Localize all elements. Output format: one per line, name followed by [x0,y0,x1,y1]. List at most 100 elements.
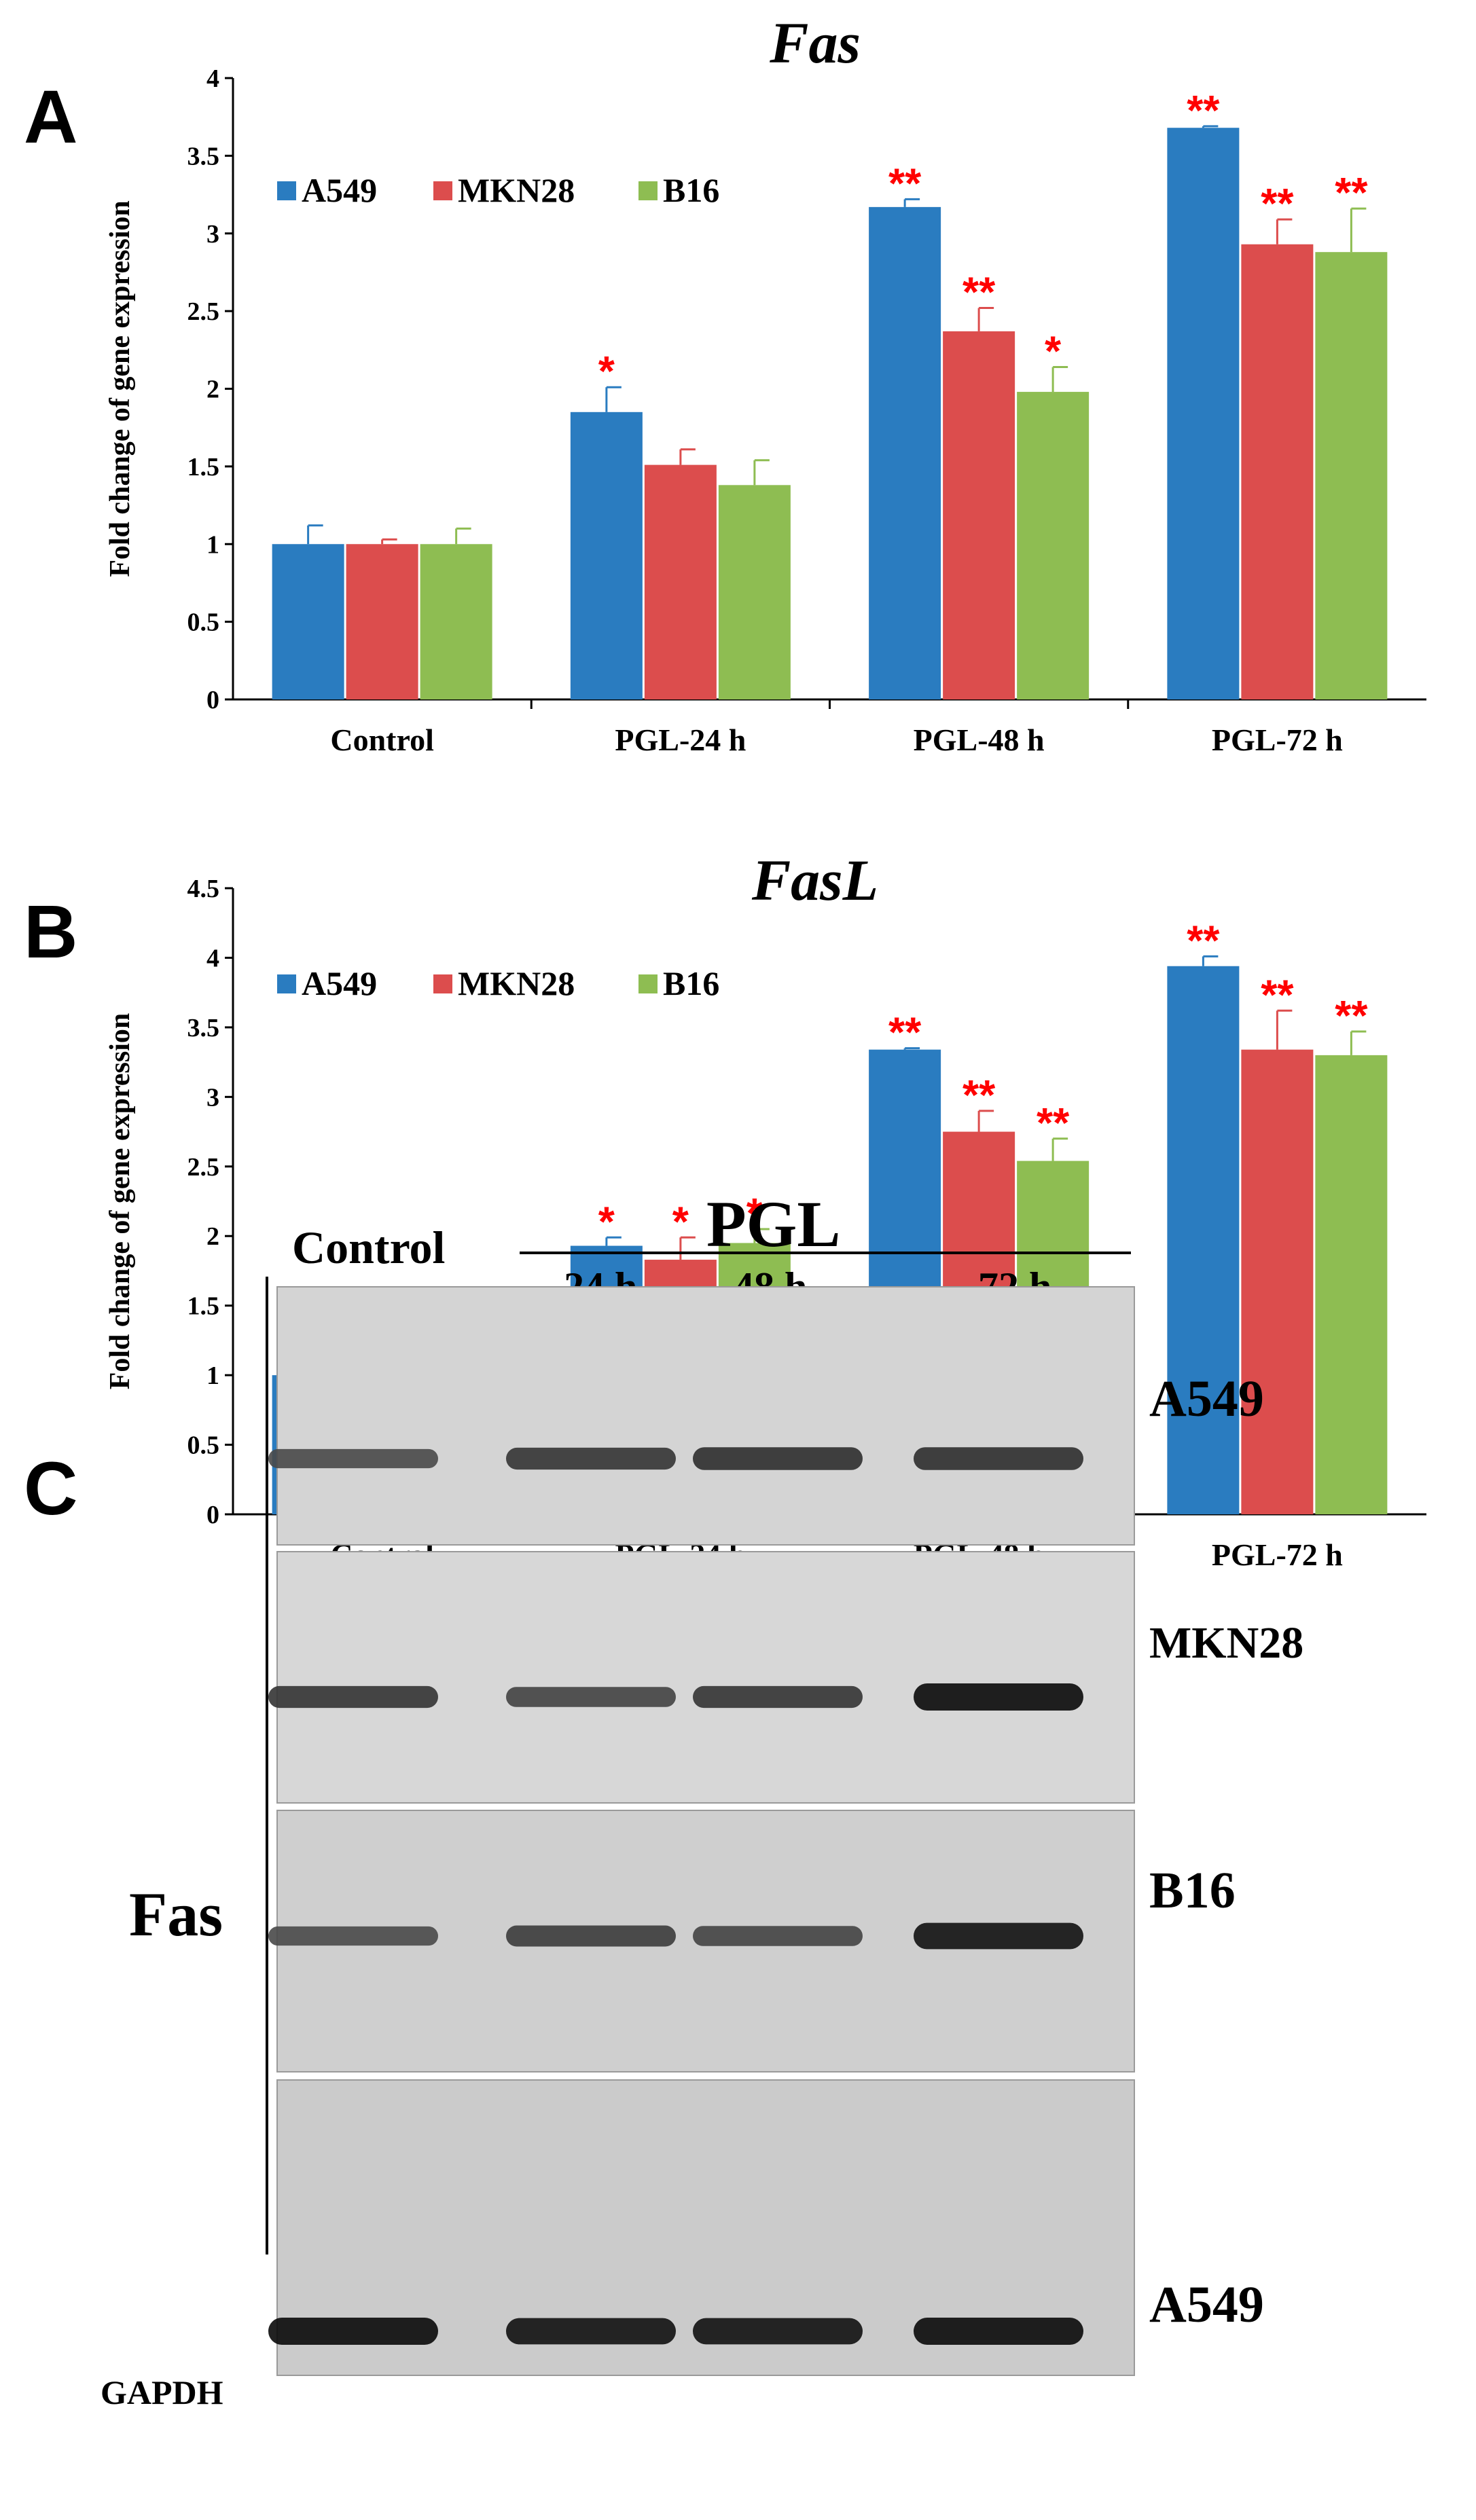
charta-bar-a549-3 [1167,128,1240,699]
charta-bar-b16-2 [1017,392,1090,699]
blot-strip-1 [276,1551,1135,1804]
charta-legend-swatch-mkn28 [433,181,452,200]
blot-band-1-lane-0 [268,1685,438,1709]
charta-significance-marker: ** [1261,181,1294,227]
chartb-legend-label-mkn28: MKN28 [458,964,575,1002]
chartb-y-tick-label: 2.5 [187,1153,220,1182]
blot-loading-label: GAPDH [101,2373,223,2411]
charta-x-tick-label: PGL-48 h [914,723,1045,757]
chartb-bar-a549-3 [1167,966,1240,1514]
chartb-significance-marker: ** [962,1072,996,1119]
charta-title: Fas [769,10,861,75]
chartb-significance-marker: * [672,1199,689,1245]
chartb-bar-b16-3 [1315,1055,1388,1514]
blot-cell-line-label-3: A549 [1149,2276,1264,2333]
charta-significance-marker: * [1045,328,1062,375]
chartb-significance-marker: ** [1187,917,1220,964]
charta-y-tick-label: 0.5 [187,608,220,637]
blot-protein-label: Fas [129,1880,223,1949]
chartb-significance-marker: ** [888,1010,922,1057]
blot-control-label: Control [292,1222,445,1273]
charta-y-tick-label: 1 [206,530,219,559]
chartb-y-tick-label: 3.5 [187,1014,220,1042]
charta-significance-marker: ** [1187,88,1220,134]
charta-y-tick-label: 4 [206,65,219,93]
blot-band-3-lane-3 [914,2318,1083,2345]
charta-y-tick-label: 1.5 [187,453,220,481]
chartb-y-tick-label: 0 [206,1501,219,1529]
panel-a-letter: A [24,75,77,159]
blot-band-3-lane-2 [693,2318,863,2345]
chartb-bar-mkn28-3 [1241,1049,1314,1514]
charta-legend-label-mkn28: MKN28 [458,171,575,209]
blot-treatment-label: PGL [706,1188,840,1260]
chartb-significance-marker: ** [1335,993,1368,1040]
blot-band-3-lane-1 [506,2318,676,2345]
chartb-y-tick-label: 1.5 [187,1292,220,1321]
charta-bar-mkn28-1 [644,464,717,699]
chartb-y-tick-label: 3 [206,1083,219,1112]
blot-strips: A549 MKN28 B16 A549 [268,1286,1303,2376]
charta-x-tick-label: Control [330,723,434,757]
chartb-legend-swatch-a549 [277,974,296,993]
charta-bar-mkn28-3 [1241,244,1314,699]
blot-band-2-lane-1 [506,1925,676,1947]
charta-y-tick-label: 2 [206,376,219,404]
charta-legend-swatch-a549 [277,181,296,200]
charta-bar-a549-0 [272,544,344,699]
blot-band-1-lane-1 [506,1687,676,1707]
charta-bar-mkn28-0 [346,544,418,699]
charta-bar-b16-3 [1315,252,1388,699]
blot-strip-0 [276,1286,1135,1546]
panel-b-letter: B [24,890,77,974]
western-blot-panel: Control PGL 24 h 48 h 72 h Fas GAPDH A54… [101,1188,1303,2411]
charta-significance-marker: * [598,348,615,395]
chartb-significance-marker: ** [1261,972,1294,1019]
chartb-y-tick-label: 1 [206,1362,219,1390]
chartb-y-tick-label: 4 [206,944,219,972]
charta-x-tick-label: PGL-72 h [1212,723,1343,757]
chartb-legend-swatch-mkn28 [433,974,452,993]
chartb-y-tick-label: 0.5 [187,1431,220,1460]
charta-bar-a549-2 [869,206,941,699]
chartb-x-tick-label: PGL-72 h [1212,1537,1343,1572]
charta-significance-marker: ** [962,270,996,316]
charta-legend-label-a549: A549 [302,171,377,209]
blot-band-1-lane-2 [693,1685,863,1709]
charta-bar-a549-1 [570,412,643,699]
charta-bar-mkn28-2 [943,331,1015,699]
blot-band-0-lane-2 [693,1447,863,1470]
charta-x-tick-label: PGL-24 h [615,723,746,757]
blot-band-0-lane-3 [914,1447,1083,1470]
charta-y-axis-label: Fold change of gene expression [105,200,136,577]
charta-bar-b16-1 [718,485,791,699]
chartb-legend-swatch-b16 [638,974,658,993]
charta-y-tick-label: 3 [206,220,219,249]
charta-y-tick-label: 3.5 [187,142,220,170]
charta-bar-b16-0 [420,544,492,699]
charta-y-tick-label: 2.5 [187,297,220,326]
blot-band-2-lane-3 [914,1922,1083,1950]
blot-band-0-lane-0 [268,1448,438,1469]
chartb-y-tick-label: 4.5 [187,875,220,903]
chartb-significance-marker: * [598,1199,615,1245]
panel-c-letter: C [24,1447,77,1531]
charta-significance-marker: ** [888,160,922,207]
chartb-significance-marker: ** [1037,1100,1070,1147]
charta-y-tick-label: 0 [206,686,219,714]
chartb-significance-marker: * [746,1190,763,1237]
blot-band-0-lane-1 [506,1447,676,1470]
charta-legend-swatch-b16 [638,181,658,200]
chartb-y-axis-label: Fold change of gene expression [105,1013,136,1390]
fas-bar-chart: Fas Fold change of gene expression 0 0.5 1 1.… [105,10,1426,757]
chartb-title: FasL [751,847,878,913]
charta-significance-marker: ** [1335,170,1368,217]
chartb-legend-label-a549: A549 [302,964,377,1002]
blot-cell-line-label-1: MKN28 [1149,1618,1303,1668]
blot-band-1-lane-3 [914,1683,1083,1711]
blot-band-2-lane-0 [268,1926,438,1946]
blot-cell-line-label-0: A549 [1149,1370,1264,1427]
chartb-legend-label-b16: B16 [663,964,719,1002]
blot-band-3-lane-0 [268,2318,438,2345]
